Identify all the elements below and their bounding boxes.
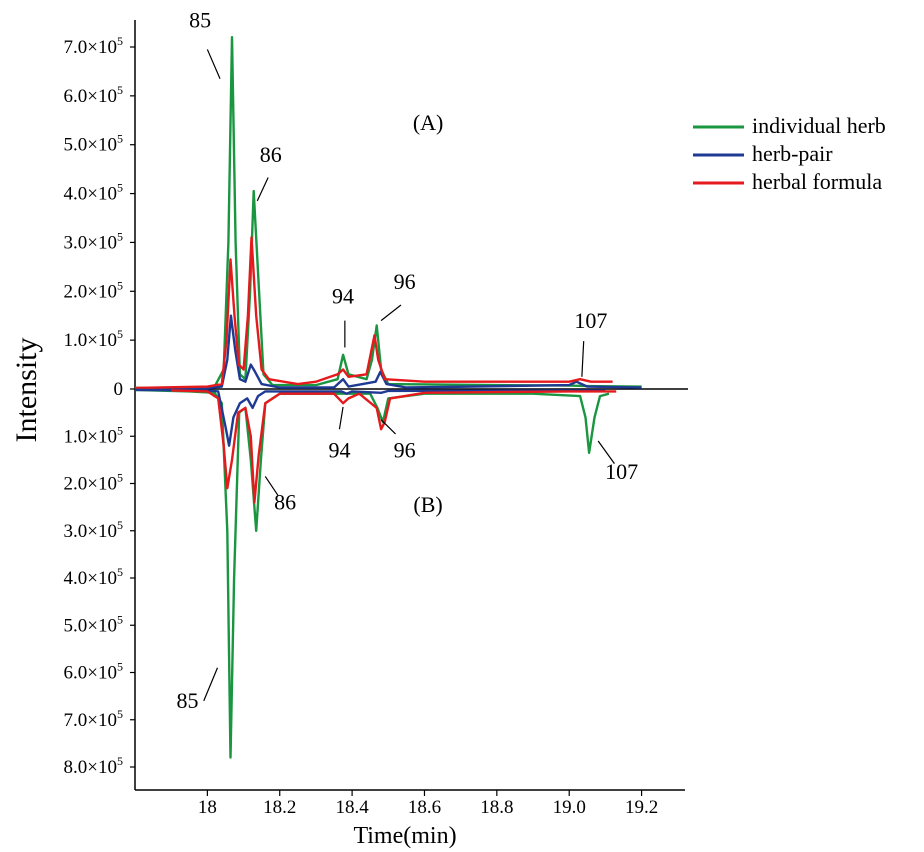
- panel-label: (A): [413, 110, 444, 135]
- series-line-herbal-formula-panel-B: [171, 389, 617, 504]
- peak-label: 107: [605, 459, 638, 484]
- series-line-herb-pair-panel-B: [134, 388, 606, 447]
- legend-entry-label: herbal formula: [752, 169, 882, 194]
- peak-leader-line: [264, 476, 279, 496]
- y-tick-label: 1.0×105: [64, 327, 123, 351]
- y-tick-label: 2.0×105: [64, 278, 123, 302]
- y-tick-label: 8.0×105: [64, 754, 123, 778]
- x-axis-title: Time(min): [353, 823, 456, 849]
- peak-label: 86: [274, 489, 296, 514]
- x-tick-label: 19.0: [553, 797, 586, 818]
- x-tick-label: 18.2: [263, 797, 296, 818]
- legend-entry-label: herb-pair: [752, 141, 833, 166]
- peak-leader-line: [256, 177, 269, 202]
- y-tick-label: 7.0×105: [64, 707, 123, 731]
- series-layer: [134, 36, 642, 759]
- y-tick-label: 7.0×105: [64, 34, 123, 58]
- legend: individual herb herb-pair herbal formula: [693, 113, 886, 194]
- y-tick-label: 6.0×105: [64, 660, 123, 684]
- series-line-individual-herb-panel-A: [134, 36, 642, 390]
- y-tick-label: 0: [114, 379, 124, 400]
- peak-label: 96: [394, 438, 416, 463]
- y-axis-ticks: 7.0×105 6.0×105 5.0×105 4.0×105 3.0×105 2.0×1…: [64, 34, 135, 778]
- y-tick-label: 3.0×105: [64, 229, 123, 253]
- x-tick-label: 19.2: [625, 797, 658, 818]
- x-tick-label: 18.4: [335, 797, 369, 818]
- peak-label: 94: [328, 438, 350, 463]
- series-line-herb-pair-panel-A: [134, 314, 642, 390]
- y-tick-label: 5.0×105: [64, 132, 123, 156]
- y-tick-label: 6.0×105: [64, 83, 123, 107]
- peak-label: 96: [394, 269, 416, 294]
- y-tick-label: 4.0×105: [64, 181, 123, 205]
- y-tick-label: 1.0×105: [64, 423, 123, 447]
- panel-labels: (A) (B): [413, 110, 444, 517]
- peak-leader-line: [380, 419, 396, 435]
- x-tick-label: 18.8: [480, 797, 513, 818]
- peak-leader-line: [338, 406, 344, 430]
- peak-label: 86: [260, 142, 282, 167]
- y-axis-title: Intensity: [10, 338, 43, 443]
- x-tick-label: 18: [198, 797, 217, 818]
- y-tick-label: 5.0×105: [64, 612, 123, 636]
- x-axis-ticks: 18 18.2 18.4 18.6 18.8 19.0 19.2: [198, 790, 658, 818]
- y-tick-label: 3.0×105: [64, 518, 123, 542]
- peak-label: 85: [189, 7, 211, 32]
- peak-annotations: 85 86 94 96 107 94 96 107 86 85: [176, 7, 638, 712]
- legend-entry-label: individual herb: [752, 113, 886, 138]
- series-line-herbal-formula-panel-A: [134, 236, 613, 390]
- y-tick-label: 2.0×105: [64, 471, 123, 495]
- panel-label: (B): [413, 492, 442, 517]
- peak-leader-line: [597, 440, 615, 465]
- peak-leader-line: [581, 341, 585, 377]
- peak-leader-line: [380, 304, 402, 322]
- peak-leader-line: [203, 667, 219, 702]
- y-tick-label: 4.0×105: [64, 565, 123, 589]
- series-line-individual-herb-panel-B: [134, 388, 610, 759]
- peak-label: 107: [574, 308, 607, 333]
- peak-leader-line: [206, 49, 221, 79]
- peak-label: 85: [176, 688, 198, 713]
- peak-label: 94: [332, 284, 354, 309]
- x-tick-label: 18.6: [408, 797, 441, 818]
